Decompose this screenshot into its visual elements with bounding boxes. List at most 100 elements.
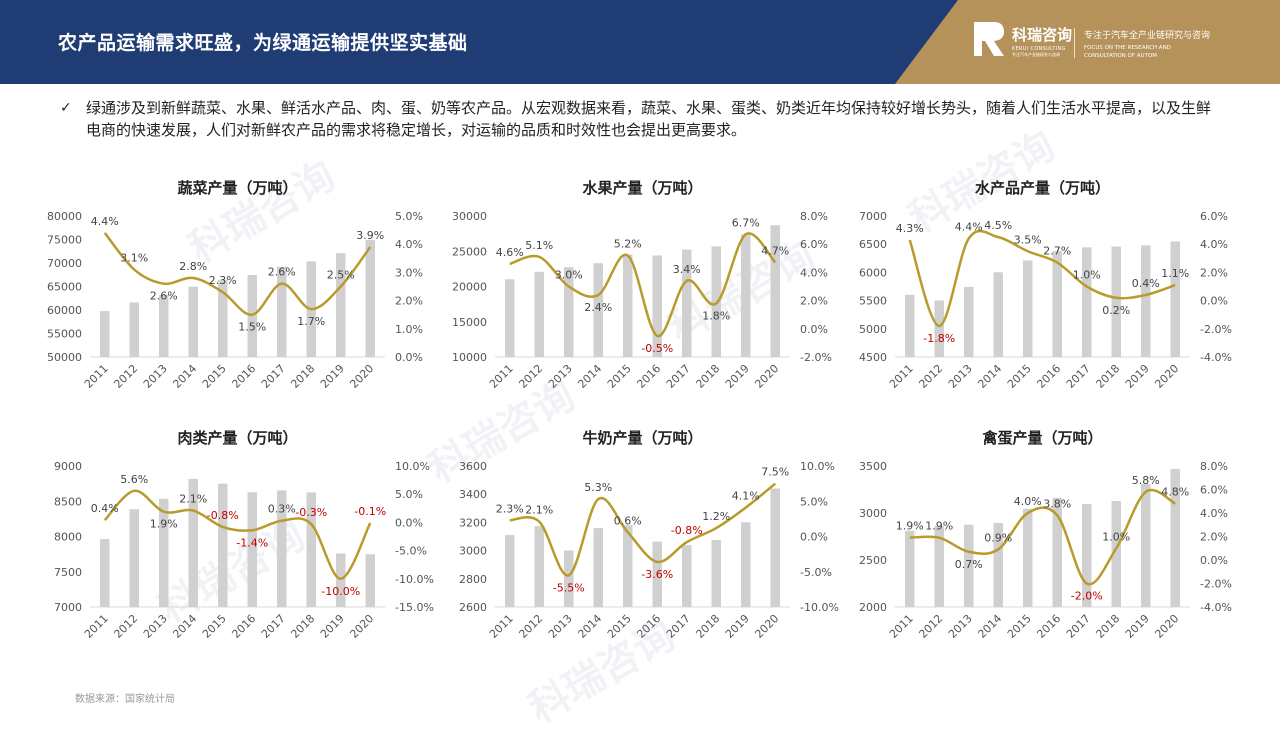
x-tick-label: 2017	[1064, 362, 1093, 391]
data-label: -0.8%	[671, 524, 703, 537]
left-tick-label: 55000	[47, 328, 82, 341]
left-tick-label: 30000	[452, 210, 487, 223]
bar	[247, 492, 257, 607]
right-tick-label: -4.0%	[1200, 601, 1232, 614]
x-tick-label: 2012	[111, 362, 140, 391]
bar	[1141, 245, 1151, 357]
tagline: 专注于汽车全产业链研究与咨询	[1084, 31, 1211, 41]
data-label: 4.6%	[496, 246, 524, 259]
x-tick-label: 2014	[975, 612, 1004, 641]
right-tick-label: -10.0%	[800, 601, 839, 614]
bar	[247, 275, 257, 357]
data-label: 4.0%	[1014, 495, 1042, 508]
x-tick-label: 2011	[887, 362, 916, 391]
x-tick-label: 2016	[634, 362, 663, 391]
data-label: 4.7%	[761, 245, 789, 258]
right-tick-label: 1.0%	[395, 323, 423, 336]
x-tick-label: 2017	[259, 612, 288, 641]
chart-title: 牛奶产量（万吨）	[582, 429, 702, 447]
bar	[682, 545, 692, 607]
bar	[1141, 483, 1151, 607]
bar	[365, 239, 375, 357]
right-tick-label: 8.0%	[800, 210, 828, 223]
left-tick-label: 3000	[459, 545, 487, 558]
left-tick-label: 2000	[859, 601, 887, 614]
data-label: 1.0%	[1073, 269, 1101, 282]
logo-name: 科瑞咨询	[1012, 26, 1073, 44]
x-tick-label: 2016	[229, 362, 258, 391]
x-tick-label: 2015	[1005, 612, 1034, 641]
data-label: 3.5%	[1014, 233, 1042, 246]
chart-fruit: 水果产量（万吨） 30000 25000 20000 15000 10000 8.0% 6.0…	[425, 170, 845, 425]
data-label: 5.3%	[584, 481, 612, 494]
data-label: 4.5%	[984, 219, 1012, 232]
logo-k-icon	[974, 22, 1004, 56]
left-tick-label: 8500	[54, 495, 82, 508]
data-label: -0.8%	[207, 509, 239, 522]
x-tick-label: 2017	[1064, 612, 1093, 641]
x-tick-label: 2014	[575, 612, 604, 641]
bar	[1052, 497, 1062, 607]
bar	[129, 302, 139, 357]
right-tick-label: 4.0%	[1200, 507, 1228, 520]
x-tick-label: 2014	[975, 362, 1004, 391]
chart-svg: 肉类产量（万吨） 9000 8500 8000 7500 7000 10.0% 5.0% 0.0…	[54, 429, 434, 641]
bar	[564, 267, 574, 357]
tagline-en-line2: CONSULTATION OF AUTOM	[1084, 53, 1158, 59]
summary-text: 绿通涉及到新鲜蔬菜、水果、鲜活水产品、肉、蛋、奶等农产品。从宏观数据来看，蔬菜、…	[86, 99, 1212, 139]
bar	[1111, 500, 1121, 607]
growth-line	[908, 229, 1176, 328]
right-tick-label: 4.0%	[1200, 238, 1228, 251]
data-label: 5.8%	[1132, 474, 1160, 487]
bar	[277, 490, 287, 607]
data-label: 2.8%	[179, 260, 207, 273]
x-tick-label: 2011	[887, 612, 916, 641]
left-tick-label: 2500	[859, 554, 887, 567]
data-label: 1.5%	[238, 321, 266, 334]
x-tick-label: 2015	[200, 362, 229, 391]
right-tick-label: 0.0%	[1200, 554, 1228, 567]
data-label: 6.7%	[732, 216, 760, 229]
bar	[1082, 503, 1092, 607]
left-tick-label: 50000	[47, 351, 82, 364]
x-tick-label: 2019	[318, 362, 347, 391]
growth-line	[509, 482, 777, 577]
left-tick-label: 6000	[859, 266, 887, 279]
data-label: 4.4%	[955, 221, 983, 234]
chart-svg: 水果产量（万吨） 30000 25000 20000 15000 10000 8.0% 6.0…	[452, 179, 832, 391]
bar	[1170, 241, 1180, 357]
bar	[652, 255, 662, 357]
x-tick-label: 2012	[916, 612, 945, 641]
x-tick-label: 2020	[752, 612, 781, 641]
bar	[1111, 246, 1121, 357]
left-tick-label: 6500	[859, 238, 887, 251]
chart-title: 肉类产量（万吨）	[177, 429, 297, 447]
x-tick-label: 2013	[141, 362, 170, 391]
left-tick-label: 7000	[859, 210, 887, 223]
bar	[505, 279, 515, 357]
right-tick-label: 5.0%	[395, 210, 423, 223]
left-tick-label: 9000	[54, 460, 82, 473]
left-tick-label: 5500	[859, 295, 887, 308]
chart-egg: 禽蛋产量（万吨） 3500 3000 2500 2000 8.0% 6.0% 4.0% 2.0%…	[825, 420, 1245, 675]
right-tick-label: -4.0%	[1200, 351, 1232, 364]
x-tick-label: 2014	[170, 612, 199, 641]
right-tick-label: 0.0%	[395, 516, 423, 529]
chart-meat: 肉类产量（万吨） 9000 8500 8000 7500 7000 10.0% 5.0% 0.0…	[20, 420, 440, 675]
right-tick-label: 2.0%	[1200, 531, 1228, 544]
tagline-en: FOCUS ON THE RESEARCH AND CONSULTATION O…	[1084, 44, 1171, 60]
left-tick-label: 20000	[452, 281, 487, 294]
chart-aquatic: 水产品产量（万吨） 7000 6500 6000 5500 5000 4500 6.0% 4.0…	[825, 170, 1245, 425]
bar	[1082, 247, 1092, 357]
x-tick-label: 2013	[141, 612, 170, 641]
x-tick-label: 2020	[347, 612, 376, 641]
data-source: 数据来源：国家统计局	[75, 694, 175, 705]
x-tick-label: 2016	[229, 612, 258, 641]
growth-line	[909, 488, 1176, 586]
bar	[741, 522, 751, 607]
data-label: 7.5%	[761, 466, 789, 479]
bar	[336, 553, 346, 607]
right-tick-label: -2.0%	[1200, 323, 1232, 336]
bar	[934, 526, 944, 607]
x-tick-label: 2011	[82, 362, 111, 391]
